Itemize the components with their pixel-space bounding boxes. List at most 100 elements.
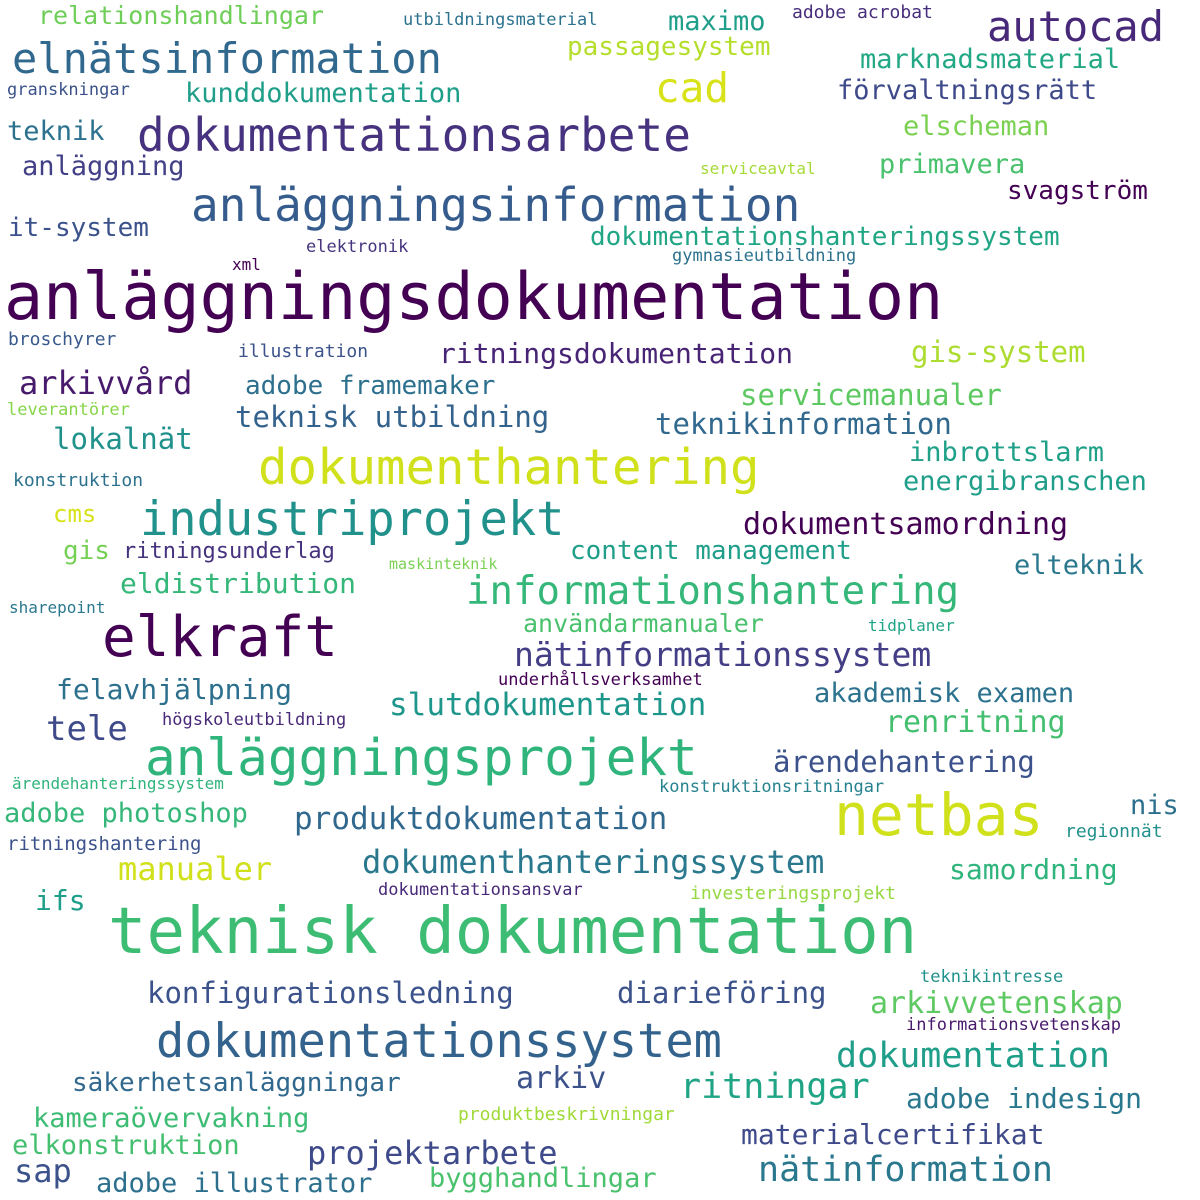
word: elkraft — [102, 605, 339, 670]
word: sharepoint — [9, 598, 106, 617]
word: adobe acrobat — [792, 2, 933, 23]
word: lokalnät — [53, 422, 193, 456]
word: tele — [46, 709, 128, 749]
word: adobe photoshop — [4, 798, 248, 829]
word: teknikintresse — [920, 967, 1064, 987]
word: arkivvård — [19, 364, 193, 402]
word: anläggningsdokumentation — [4, 260, 944, 335]
word: ritningsdokumentation — [439, 337, 794, 370]
word: gis — [63, 536, 110, 566]
word: relationshandlingar — [38, 1, 324, 30]
word: projektarbete — [307, 1134, 558, 1172]
word: arkivvetenskap — [870, 986, 1123, 1021]
word: slutdokumentation — [389, 687, 707, 723]
word: utbildningsmaterial — [403, 10, 598, 30]
word: informationshantering — [466, 569, 960, 614]
word: akademisk examen — [814, 678, 1075, 709]
word: maskinteknik — [389, 555, 498, 573]
word: ifs — [35, 884, 86, 917]
word: konstruktionsritningar — [659, 777, 885, 797]
word: gis-system — [911, 335, 1086, 369]
word: adobe illustrator — [96, 1168, 373, 1199]
word: servicemanualer — [740, 378, 1002, 412]
word: marknadsmaterial — [860, 44, 1121, 75]
word: inbrottslarm — [909, 437, 1105, 468]
word: elnätsinformation — [12, 34, 442, 83]
word: broschyrer — [8, 329, 117, 350]
word: netbas — [834, 781, 1044, 849]
word: underhållsverksamhet — [498, 670, 703, 690]
word: felavhjälpning — [56, 673, 293, 706]
word: bygghandlingar — [429, 1163, 657, 1194]
word: produktbeskrivningar — [458, 1104, 675, 1125]
word: serviceavtal — [700, 159, 816, 178]
word: renritning — [885, 705, 1066, 740]
word: användarmanualer — [523, 609, 764, 638]
word: elkonstruktion — [12, 1130, 240, 1161]
word: ärendehanteringssystem — [12, 774, 224, 793]
word: eldistribution — [120, 567, 357, 600]
word: materialcertifikat — [741, 1118, 1045, 1151]
word: illustration — [238, 341, 369, 362]
word: kunddokumentation — [185, 78, 462, 109]
word: sap — [14, 1152, 72, 1190]
word: teknisk utbildning — [235, 400, 550, 434]
word: gymnasieutbildning — [672, 246, 857, 266]
word: dokumentationshanteringssystem — [590, 222, 1060, 252]
word: kameraövervakning — [33, 1103, 310, 1134]
word: passagesystem — [567, 32, 771, 62]
word: dokumenthantering — [258, 439, 760, 496]
word: ritningar — [680, 1067, 870, 1107]
word: dokumenthanteringssystem — [362, 843, 825, 881]
word: it-system — [8, 213, 149, 243]
word: ärendehantering — [773, 745, 1035, 779]
word: teknikinformation — [655, 407, 952, 441]
word: konfigurationsledning — [147, 976, 514, 1010]
word: cad — [655, 64, 730, 112]
word: dokumentsamordning — [743, 507, 1069, 542]
word: nätinformation — [758, 1150, 1054, 1190]
word: konstruktion — [13, 470, 144, 491]
word: teknisk dokumentation — [108, 895, 918, 969]
word: ritningsunderlag — [123, 539, 335, 564]
word: elscheman — [903, 111, 1050, 142]
word: dokumentation — [836, 1036, 1110, 1076]
word: cms — [53, 500, 97, 528]
word: teknik — [7, 116, 105, 147]
word: nätinformationssystem — [514, 635, 932, 674]
word: tidplaner — [868, 616, 955, 635]
word: regionnät — [1065, 821, 1163, 842]
word: leverantörer — [7, 400, 130, 420]
word: primavera — [879, 149, 1026, 180]
word: arkiv — [516, 1061, 607, 1096]
word: samordning — [949, 853, 1118, 886]
word: svagström — [1007, 176, 1148, 206]
word: dokumentationsansvar — [378, 880, 583, 900]
word: autocad — [987, 2, 1165, 51]
word: elektronik — [306, 237, 409, 257]
word: adobe framemaker — [245, 371, 496, 401]
word: xml — [232, 255, 261, 274]
word: anläggningsprojekt — [145, 729, 698, 788]
word: informationsvetenskap — [906, 1015, 1121, 1035]
word: nis — [1130, 790, 1179, 821]
word: content management — [570, 536, 852, 566]
word: anläggningsinformation — [191, 178, 801, 232]
word: diarieföring — [617, 976, 827, 1010]
word: elteknik — [1014, 550, 1145, 581]
word: förvaltningsrätt — [837, 75, 1098, 106]
word: industriprojekt — [140, 492, 565, 547]
word: dokumentationssystem — [156, 1014, 722, 1069]
word: granskningar — [7, 80, 130, 100]
word: dokumentationsarbete — [137, 108, 691, 162]
word: investeringsprojekt — [690, 883, 896, 904]
word: produktdokumentation — [294, 801, 668, 837]
word: högskoleutbildning — [162, 710, 347, 730]
word: anläggning — [22, 151, 185, 182]
word: adobe indesign — [906, 1082, 1143, 1115]
word: säkerhetsanläggningar — [72, 1068, 401, 1098]
word: energibranschen — [903, 466, 1147, 497]
word: manualer — [118, 850, 273, 888]
word: maximo — [668, 6, 766, 37]
